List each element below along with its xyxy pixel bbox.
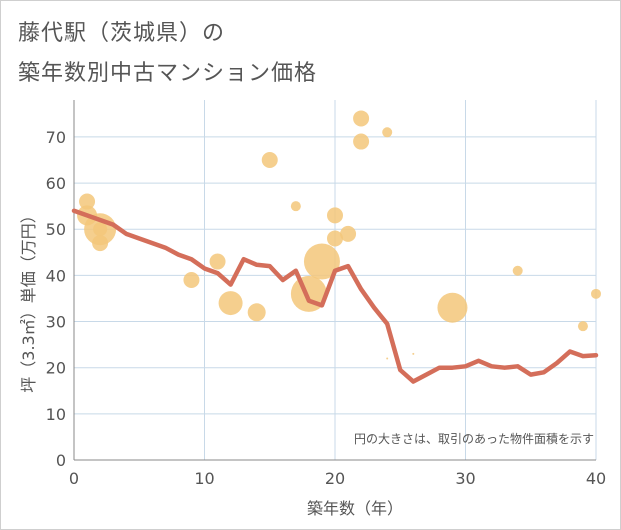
data-bubble bbox=[218, 291, 243, 316]
data-bubble bbox=[93, 222, 108, 237]
data-bubble bbox=[209, 253, 226, 270]
y-tick-label: 0 bbox=[56, 451, 66, 470]
data-bubble bbox=[512, 265, 523, 276]
x-axis-label: 築年数（年） bbox=[307, 499, 403, 518]
data-bubble bbox=[340, 225, 357, 242]
data-bubble bbox=[353, 133, 370, 150]
x-tick-label: 0 bbox=[69, 469, 79, 488]
y-tick-label: 20 bbox=[46, 359, 66, 378]
data-bubble bbox=[327, 207, 343, 224]
data-bubble bbox=[591, 288, 601, 299]
data-bubble bbox=[327, 230, 343, 247]
axis-ticks: 0 10 20 30 40 50 60 70 0 10 20 30 40 bbox=[46, 128, 607, 488]
y-tick-label: 40 bbox=[46, 266, 66, 285]
data-bubble bbox=[577, 321, 588, 332]
chart-title-line1: 藤代駅（茨城県）の bbox=[18, 21, 226, 46]
x-tick-label: 30 bbox=[455, 469, 475, 488]
x-tick-label: 40 bbox=[586, 469, 606, 488]
data-bubble bbox=[412, 352, 415, 355]
data-bubble bbox=[183, 272, 200, 288]
data-bubble bbox=[79, 193, 96, 210]
y-axis-label: 坪（3.3㎡）単価（万円） bbox=[19, 207, 38, 392]
data-bubble bbox=[290, 201, 301, 212]
data-bubble bbox=[437, 292, 468, 323]
bubble-size-note: 円の大きさは、取引のあった物件面積を示す bbox=[354, 431, 594, 446]
data-bubble bbox=[247, 303, 266, 322]
data-bubble bbox=[382, 127, 393, 138]
grid bbox=[73, 100, 597, 461]
bubble-series bbox=[77, 110, 601, 360]
data-bubble bbox=[92, 235, 109, 252]
y-tick-label: 60 bbox=[46, 174, 66, 193]
x-tick-label: 10 bbox=[194, 469, 214, 488]
data-bubble bbox=[386, 357, 389, 360]
trend-line-series bbox=[71, 208, 599, 384]
y-tick-label: 70 bbox=[46, 128, 66, 147]
y-tick-label: 30 bbox=[46, 313, 66, 332]
data-bubble bbox=[261, 152, 278, 168]
data-bubble bbox=[353, 110, 370, 127]
trend-line bbox=[71, 208, 599, 384]
y-tick-label: 50 bbox=[46, 220, 66, 239]
x-tick-label: 20 bbox=[325, 469, 345, 488]
data-bubble bbox=[303, 243, 340, 280]
y-tick-label: 10 bbox=[46, 405, 66, 424]
chart-title-line2: 築年数別中古マンション価格 bbox=[18, 61, 318, 86]
